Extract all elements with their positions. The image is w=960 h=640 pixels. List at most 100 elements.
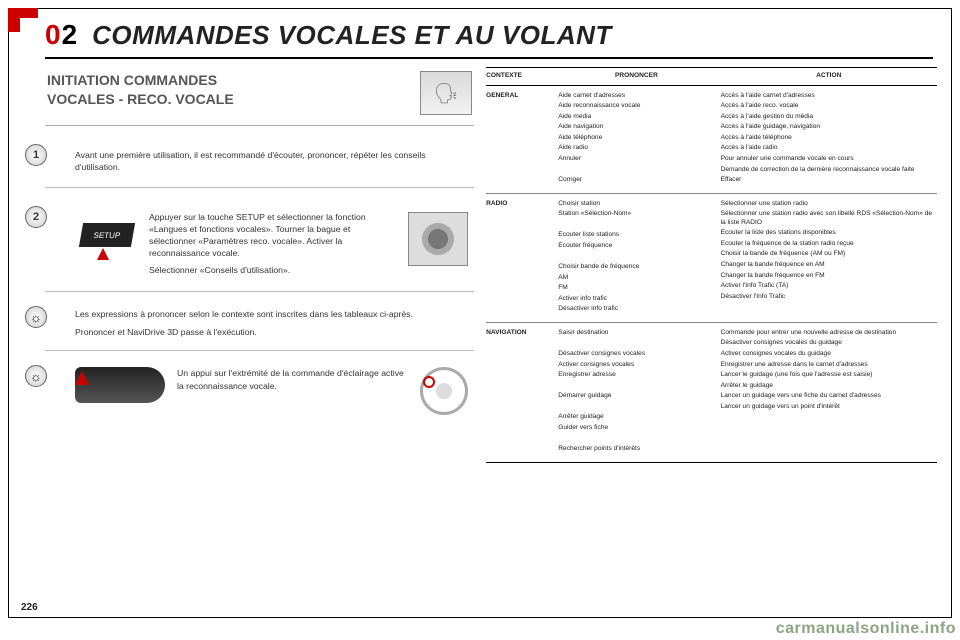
- cell-action: Accès à l'aide carnet d'adressesAccès à …: [721, 92, 937, 187]
- tip-1-p1: Les expressions à prononcer selon le con…: [75, 308, 468, 320]
- section-number: 02: [45, 19, 78, 51]
- left-column: INITIATION COMMANDES VOCALES - RECO. VOC…: [23, 67, 474, 607]
- action-line: Accès à l'aide gestion du média: [721, 113, 937, 122]
- subheading: INITIATION COMMANDES VOCALES - RECO. VOC…: [47, 71, 234, 109]
- right-column: CONTEXTE PRONONCER ACTION GENERALAide ca…: [486, 67, 937, 607]
- action-line: Demande de correction de la dernière rec…: [721, 166, 937, 175]
- th-prononcer: PRONONCER: [558, 72, 720, 81]
- step-1: 1 Avant une première utilisation, il est…: [45, 140, 474, 188]
- table-body: GENERALAide carnet d'adressesAide reconn…: [486, 86, 937, 462]
- prononcer-line: [558, 382, 714, 391]
- steering-wheel-illustration: [420, 367, 468, 415]
- action-line: Arrêter le guidage: [721, 382, 937, 391]
- prononcer-line: Aide carnet d'adresses: [558, 92, 714, 101]
- page-title: COMMANDES VOCALES ET AU VOLANT: [92, 20, 612, 51]
- prononcer-line: Ecouter fréquence: [558, 242, 714, 251]
- prononcer-line: Arrêter guidage: [558, 413, 714, 422]
- cell-action: Commande pour entrer une nouvelle adress…: [721, 329, 937, 456]
- action-line: Choisir la bande de fréquence (AM ou FM): [721, 250, 937, 259]
- prononcer-line: [558, 221, 714, 230]
- subheading-box: INITIATION COMMANDES VOCALES - RECO. VOC…: [45, 67, 474, 126]
- cell-context: RADIO: [486, 200, 558, 316]
- step-2-text: Appuyer sur la touche SETUP et sélection…: [149, 212, 398, 277]
- prononcer-line: [558, 339, 714, 348]
- th-action: ACTION: [721, 72, 937, 81]
- action-line: Accès à l'aide reco. vocale: [721, 102, 937, 111]
- action-line: Lancer un guidage vers un point d'intérê…: [721, 403, 937, 412]
- action-line: Effacer: [721, 176, 937, 185]
- subheading-line2: VOCALES - RECO. VOCALE: [47, 90, 234, 109]
- action-line: Enregistrer une adresse dans le carnet d…: [721, 361, 937, 370]
- section-number-leading: 0: [45, 19, 62, 50]
- action-line: Pour annuler une commande vocale en cour…: [721, 155, 937, 164]
- cell-prononcer: Aide carnet d'adressesAide reconnaissanc…: [558, 92, 720, 187]
- action-line: Accès à l'aide téléphone: [721, 134, 937, 143]
- prononcer-line: Rechercher points d'intérêts: [558, 445, 714, 454]
- table-row: RADIOChoisir stationStation «Sélection-N…: [486, 194, 937, 323]
- prononcer-line: Aide téléphone: [558, 134, 714, 143]
- cell-prononcer: Saisir destination Désactiver consignes …: [558, 329, 720, 456]
- th-context: CONTEXTE: [486, 72, 558, 81]
- prononcer-line: Enregistrer adresse: [558, 371, 714, 380]
- action-line: Lancer un guidage vers une fiche du carn…: [721, 392, 937, 401]
- prononcer-line: Saisir destination: [558, 329, 714, 338]
- step-2-para2: Sélectionner «Conseils d'utilisation».: [149, 265, 398, 277]
- stalk-illustration: [75, 367, 165, 403]
- section-number-trailing: 2: [62, 19, 79, 50]
- action-line: Lancer le guidage (une fois que l'adress…: [721, 371, 937, 380]
- prononcer-line: Ecouter liste stations: [558, 231, 714, 240]
- cell-context: GENERAL: [486, 92, 558, 187]
- step-badge-2: 2: [25, 206, 47, 228]
- step-2-para1: Appuyer sur la touche SETUP et sélection…: [149, 212, 398, 259]
- prononcer-line: Démarrer guidage: [558, 392, 714, 401]
- tip-2-text: Un appui sur l'extrémité de la commande …: [177, 367, 408, 391]
- action-line: Activer consignes vocales du guidage: [721, 350, 937, 359]
- prononcer-line: Aide reconnaissance vocale: [558, 102, 714, 111]
- action-line: Commande pour entrer une nouvelle adress…: [721, 329, 937, 338]
- tip-2: ☼ Un appui sur l'extrémité de la command…: [45, 363, 474, 427]
- action-line: Sélectionner une station radio: [721, 200, 937, 209]
- cell-context: NAVIGATION: [486, 329, 558, 456]
- cell-action: Sélectionner une station radioSélectionn…: [721, 200, 937, 316]
- cell-prononcer: Choisir stationStation «Sélection-Nom» E…: [558, 200, 720, 316]
- prononcer-line: [558, 403, 714, 412]
- tip-1-body: Les expressions à prononcer selon le con…: [75, 308, 468, 338]
- corner-accent: [8, 8, 38, 18]
- setup-button-illustration: SETUP: [75, 212, 139, 258]
- action-line: Changer la bande fréquence en AM: [721, 261, 937, 270]
- tip-1-p2: Prononcer et NaviDrive 3D passe à l'exéc…: [75, 326, 468, 338]
- subheading-line1: INITIATION COMMANDES: [47, 71, 234, 90]
- action-line: Désactiver l'Info Trafic: [721, 293, 937, 302]
- prononcer-line: [558, 166, 714, 175]
- action-line: Accès à l'aide radio: [721, 144, 937, 153]
- prononcer-line: Choisir station: [558, 200, 714, 209]
- prononcer-line: Choisir bande de fréquence: [558, 263, 714, 272]
- prononcer-line: Aide média: [558, 113, 714, 122]
- prononcer-line: [558, 252, 714, 261]
- tip-1: ☼ Les expressions à prononcer selon le c…: [45, 304, 474, 351]
- prononcer-line: AM: [558, 274, 714, 283]
- content-columns: INITIATION COMMANDES VOCALES - RECO. VOC…: [9, 67, 951, 607]
- voice-icon: 🗣: [420, 71, 472, 115]
- setup-key-label: SETUP: [79, 223, 135, 247]
- action-line: Activer l'Info Trafic (TA): [721, 282, 937, 291]
- red-arrow-icon: [97, 248, 109, 260]
- action-line: Ecouter la liste des stations disponible…: [721, 229, 937, 238]
- voice-command-table: CONTEXTE PRONONCER ACTION GENERALAide ca…: [486, 67, 937, 463]
- action-line: Accès à l'aide guidage, navigation: [721, 123, 937, 132]
- page-header: 02 COMMANDES VOCALES ET AU VOLANT: [9, 9, 951, 57]
- rotary-dial-illustration: [408, 212, 468, 266]
- title-underline: [45, 57, 933, 59]
- lightbulb-icon: ☼: [25, 306, 47, 328]
- prononcer-line: Guider vers fiche: [558, 424, 714, 433]
- prononcer-line: FM: [558, 284, 714, 293]
- prononcer-line: Activer consignes vocales: [558, 361, 714, 370]
- action-line: Désactiver consignes vocales du guidage: [721, 339, 937, 348]
- lightbulb-icon: ☼: [25, 365, 47, 387]
- table-header: CONTEXTE PRONONCER ACTION: [486, 68, 937, 86]
- prononcer-line: Aide navigation: [558, 123, 714, 132]
- prononcer-line: Désactiver consignes vocales: [558, 350, 714, 359]
- action-line: Accès à l'aide carnet d'adresses: [721, 92, 937, 101]
- prononcer-line: Annuler: [558, 155, 714, 164]
- prononcer-line: Aide radio: [558, 144, 714, 153]
